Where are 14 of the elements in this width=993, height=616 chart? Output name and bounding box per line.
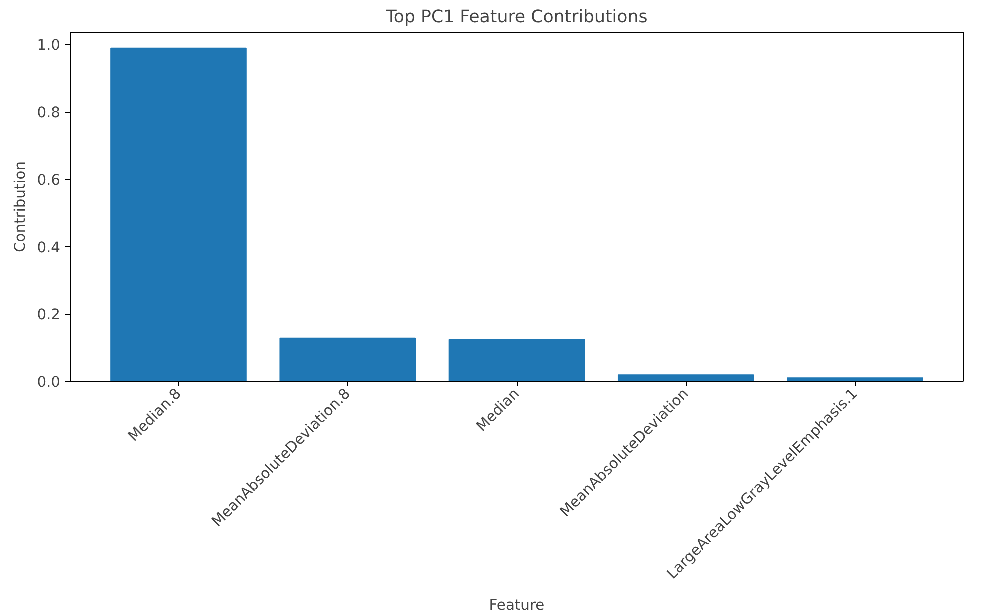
- bar: [448, 339, 586, 382]
- y-tick-label: 0.2: [37, 306, 61, 324]
- y-tick-label: 0.0: [37, 374, 61, 391]
- bar: [787, 378, 924, 382]
- y-tick-label: 0.6: [37, 172, 61, 189]
- bar: [280, 338, 416, 382]
- y-tick-label: 0.4: [37, 239, 61, 256]
- x-axis-title: Feature: [489, 596, 545, 614]
- y-axis-title: Contribution: [12, 161, 30, 252]
- bar: [618, 374, 754, 382]
- y-tick-label: 0.8: [37, 104, 61, 122]
- chart-title: Top PC1 Feature Contributions: [385, 8, 648, 28]
- bar: [110, 48, 247, 382]
- y-tick-label: 1.0: [37, 37, 61, 54]
